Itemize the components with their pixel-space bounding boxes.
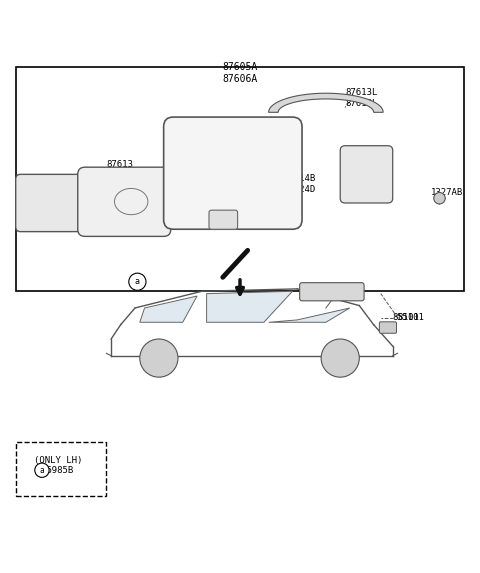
Text: 87621B
87621C: 87621B 87621C	[21, 174, 53, 194]
FancyBboxPatch shape	[164, 117, 302, 229]
Text: 87613L
87614L: 87613L 87614L	[345, 88, 377, 108]
Circle shape	[140, 339, 178, 377]
Text: 87635A
87636A: 87635A 87636A	[360, 150, 392, 170]
FancyBboxPatch shape	[78, 167, 171, 237]
Text: 87617
87618: 87617 87618	[168, 134, 195, 153]
Text: 87613
87623C: 87613 87623C	[107, 160, 139, 179]
FancyBboxPatch shape	[209, 210, 238, 229]
Circle shape	[35, 463, 49, 477]
FancyBboxPatch shape	[16, 174, 87, 231]
Text: a: a	[40, 466, 44, 475]
Text: 87605A
87606A: 87605A 87606A	[222, 62, 258, 84]
Text: a: a	[135, 277, 140, 286]
Polygon shape	[269, 93, 383, 112]
Circle shape	[129, 273, 146, 291]
Text: (ONLY LH)
96985B: (ONLY LH) 96985B	[34, 456, 82, 475]
Polygon shape	[206, 291, 292, 322]
Text: 85101: 85101	[397, 313, 424, 322]
Polygon shape	[140, 296, 197, 322]
FancyBboxPatch shape	[379, 322, 396, 333]
FancyBboxPatch shape	[340, 146, 393, 203]
Circle shape	[434, 193, 445, 204]
FancyBboxPatch shape	[300, 282, 364, 301]
Polygon shape	[269, 308, 350, 322]
Text: 87614B
87624D: 87614B 87624D	[283, 174, 315, 194]
Text: 85101: 85101	[393, 313, 420, 322]
Circle shape	[321, 339, 360, 377]
Text: 1327AB: 1327AB	[431, 187, 463, 197]
